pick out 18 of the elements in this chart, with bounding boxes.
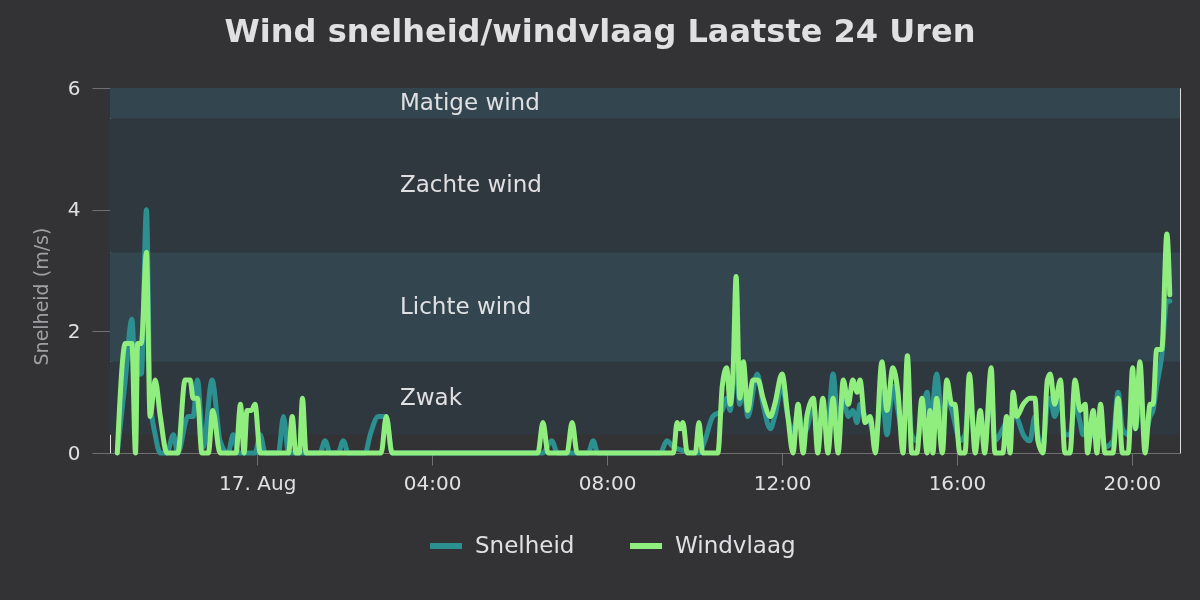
x-tick-label: 20:00 bbox=[1103, 470, 1162, 495]
y-tick-label: 4 bbox=[67, 197, 81, 222]
band-label: Zwak bbox=[400, 384, 463, 411]
band-label: Zachte wind bbox=[400, 171, 542, 198]
legend-label: Snelheid bbox=[475, 532, 575, 558]
x-tick-label: 04:00 bbox=[403, 470, 462, 495]
x-tick-label: 17. Aug bbox=[219, 470, 297, 495]
y-tick-label: 2 bbox=[67, 318, 81, 343]
band-label: Lichte wind bbox=[400, 293, 532, 319]
x-tick-label: 16:00 bbox=[928, 470, 987, 495]
chart-title: Wind snelheid/windvlaag Laatste 24 Uren bbox=[224, 12, 976, 50]
legend-label: Windvlaag bbox=[675, 532, 796, 558]
x-tick-label: 12:00 bbox=[753, 470, 812, 495]
y-tick-label: 6 bbox=[67, 75, 81, 100]
band-label: Matige wind bbox=[400, 89, 540, 116]
x-tick-label: 08:00 bbox=[578, 470, 637, 495]
y-axis-title: Snelheid (m/s) bbox=[29, 227, 52, 366]
y-tick-label: 0 bbox=[67, 440, 81, 465]
